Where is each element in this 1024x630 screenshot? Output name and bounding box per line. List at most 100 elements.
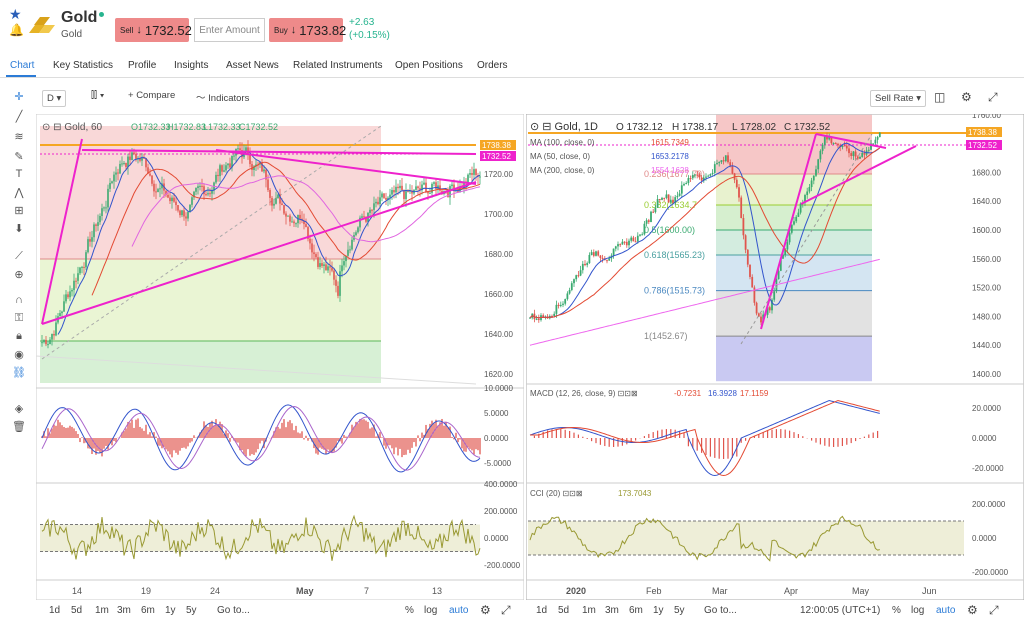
ohlc-value: H1732.83 (167, 122, 206, 132)
trendline-icon[interactable]: ╱ (15, 111, 23, 123)
range-6m[interactable]: 6m (629, 605, 643, 616)
sell-rate-select[interactable]: Sell Rate ▾ (870, 90, 926, 107)
layers-icon[interactable]: ◈ (14, 403, 24, 415)
star-icon[interactable]: ★ (9, 6, 22, 22)
range-1m[interactable]: 1m (95, 605, 109, 616)
fib-tool-icon[interactable]: ≋ (14, 131, 24, 143)
range-1y[interactable]: 1y (165, 605, 176, 616)
amount-input[interactable]: Enter Amount (194, 18, 265, 42)
macd-bar (373, 424, 375, 438)
percent-toggle[interactable]: % (405, 605, 414, 616)
bell-icon[interactable]: 🔔 (9, 23, 24, 37)
candle-body (581, 263, 584, 271)
macd-bar (789, 430, 791, 438)
range-1y[interactable]: 1y (653, 605, 664, 616)
tab-related-instruments[interactable]: Related Instruments (293, 60, 383, 71)
tab-key-statistics[interactable]: Key Statistics (53, 60, 114, 71)
macd-bar (173, 438, 175, 451)
left-chart-panel[interactable]: 1720.00 1700.00 1680.00 1660.00 1640.00 1620.… (36, 114, 524, 600)
expand-icon[interactable]: ⤢ (989, 603, 999, 617)
goto-button[interactable]: Go to... (704, 605, 737, 616)
auto-toggle[interactable]: auto (936, 605, 956, 616)
ma-legend-value: 1554.1628 (651, 166, 689, 175)
fib-label: 1(1452.67) (644, 331, 688, 341)
candle-body (784, 249, 787, 255)
tab-orders[interactable]: Orders (477, 60, 508, 71)
log-toggle[interactable]: log (911, 605, 925, 616)
settings-icon[interactable]: ⚙ (961, 90, 972, 104)
interval-select[interactable]: D ▾ (42, 90, 67, 107)
candle-body (217, 174, 219, 177)
macd-bar (337, 438, 339, 441)
tab-open-positions[interactable]: Open Positions (395, 60, 463, 71)
gear-icon[interactable]: ⚙ (967, 603, 978, 617)
arrow-down-icon[interactable]: ⬇ (14, 223, 24, 235)
zoom-icon[interactable]: ⊕ (14, 269, 24, 281)
tab-profile[interactable]: Profile (128, 60, 157, 71)
compare-button[interactable]: + Compare (128, 90, 176, 101)
candle-body (183, 210, 185, 217)
magnet-icon[interactable]: ∩ (15, 294, 23, 306)
fullscreen-icon[interactable]: ⤢ (988, 90, 998, 104)
range-1m[interactable]: 1m (582, 605, 596, 616)
range-3m[interactable]: 3m (117, 605, 131, 616)
macd-bar (181, 438, 183, 448)
log-toggle[interactable]: log (424, 605, 438, 616)
pattern-icon[interactable]: ⋀ (14, 187, 24, 199)
macd-bar (405, 438, 407, 455)
link-icon[interactable]: ⛓ (12, 367, 26, 379)
range-5y[interactable]: 5y (186, 605, 197, 616)
date-tick-label: 2020 (566, 586, 586, 596)
crosshair-icon[interactable]: ✛ (14, 91, 24, 103)
macd-bar (701, 438, 703, 453)
range-1d[interactable]: 1d (49, 605, 61, 616)
macd-bar (451, 436, 453, 438)
candle-body (674, 197, 677, 203)
sell-button[interactable]: Sell ↓ 1732.52 (115, 18, 192, 42)
buy-button[interactable]: Buy ↓ 1733.82 (269, 18, 346, 42)
measure-icon[interactable]: ⊞ (14, 205, 24, 217)
layout-icon[interactable]: ◫ (934, 90, 946, 104)
candle-body (93, 224, 95, 238)
candle-body (694, 174, 696, 176)
range-5d[interactable]: 5d (71, 605, 83, 616)
lock-drawings-icon[interactable]: ⚿ (14, 312, 24, 324)
candle-body (722, 160, 725, 162)
eye-icon[interactable]: ◉ (14, 349, 24, 361)
candle-body (343, 261, 345, 266)
tab-asset-news[interactable]: Asset News (226, 60, 279, 71)
macd-bar (802, 436, 804, 438)
macd-bar (542, 431, 544, 438)
brush-icon[interactable]: ✎ (14, 151, 24, 163)
percent-toggle[interactable]: % (892, 605, 901, 616)
chart-type-button[interactable]: ⫿⫿ ▾ (91, 90, 105, 101)
range-5y[interactable]: 5y (674, 605, 685, 616)
buy-label: Buy (274, 25, 288, 35)
candle-body (399, 185, 401, 189)
auto-toggle[interactable]: auto (449, 605, 469, 616)
ma-50-line (529, 142, 881, 319)
range-3m[interactable]: 3m (605, 605, 619, 616)
text-tool-icon[interactable]: T (15, 168, 23, 180)
macd-bar (683, 432, 685, 438)
ruler-icon[interactable]: ⟋ (15, 250, 23, 262)
range-5d[interactable]: 5d (558, 605, 570, 616)
candle-body (623, 241, 626, 243)
lock-icon[interactable]: 🔒︎ (16, 330, 22, 342)
macd-bar (383, 438, 385, 446)
goto-button[interactable]: Go to... (217, 605, 250, 616)
tab-insights[interactable]: Insights (174, 60, 209, 71)
tab-chart[interactable]: Chart (10, 60, 35, 71)
macd-bar (243, 438, 245, 455)
macd-bar (467, 438, 469, 448)
macd-bar (335, 438, 337, 448)
range-1d[interactable]: 1d (536, 605, 548, 616)
macd-bar (648, 433, 650, 438)
expand-icon[interactable]: ⤢ (501, 603, 511, 617)
range-6m[interactable]: 6m (141, 605, 155, 616)
trash-icon[interactable]: 🗑︎ (12, 421, 26, 433)
candle-body (584, 263, 586, 266)
indicators-button[interactable]: 〜 Indicators (196, 93, 250, 104)
right-chart-panel[interactable]: 0.236(1677.79)0.382(1634.70.5(1600.00)0.… (526, 114, 1024, 600)
gear-icon[interactable]: ⚙ (480, 603, 491, 617)
